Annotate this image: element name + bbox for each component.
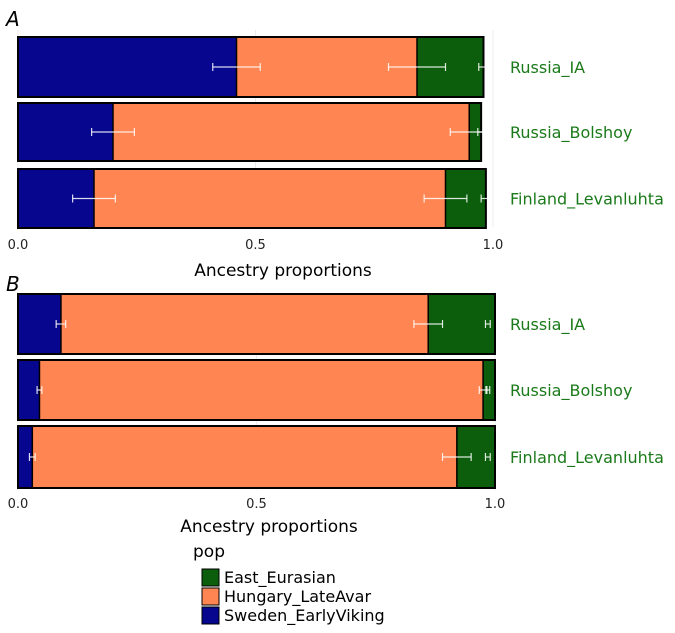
error-bar [413, 320, 444, 328]
legend-item: East_Eurasian [201, 568, 336, 588]
panel-a-category-labels: Russia_IA Russia_Bolshoy Finland_Levanluht… [510, 58, 664, 210]
legend-item: Sweden_EarlyViking [201, 606, 385, 626]
error-bar [387, 63, 447, 71]
x-tick-label: 0.0 [8, 497, 29, 512]
bar-segment-sweden [18, 426, 33, 488]
panel-b-x-ticks: 0.0 0.5 1.0 [8, 497, 506, 512]
category-label: Finland_Levanluhta [510, 190, 664, 210]
bar-segment-hungary [94, 169, 446, 228]
error-bar [423, 194, 468, 203]
error-bar [485, 386, 491, 394]
legend-title: pop [193, 542, 225, 562]
error-bar [28, 453, 36, 461]
bar-segment-hungary [39, 360, 484, 420]
error-bar [91, 128, 135, 136]
x-tick-label: 0.0 [8, 238, 29, 253]
error-bar [484, 320, 491, 328]
legend-swatch [201, 587, 220, 606]
panel-b-x-axis-label: Ancestry proportions [180, 517, 358, 537]
legend-entries: East_EurasianHungary_LateAvarSweden_Earl… [201, 568, 385, 626]
bar-outline [17, 293, 496, 355]
bar-segment-sweden [18, 360, 40, 420]
legend-item: Hungary_LateAvar [201, 587, 371, 607]
bar-segment-hungary [60, 294, 429, 354]
panel-b: B 0.0 0.5 1.0 Russia_IA Russia_Bolshoy Finla… [6, 272, 664, 537]
error-bar [478, 63, 489, 71]
error-bar [484, 453, 491, 461]
bar-segment-sweden [18, 294, 61, 354]
bar-segment-hungary [236, 37, 417, 97]
panel-a-bars [17, 36, 492, 229]
panel-a-x-ticks: 0.0 0.5 1.0 [8, 238, 504, 253]
panel-a: A 0.0 0.5 1.0 Russia_IA Russia_Bolshoy Finla… [4, 7, 664, 281]
error-bar [55, 320, 67, 328]
error-bar [36, 386, 43, 394]
error-bar [441, 453, 472, 461]
error-bar [72, 194, 116, 203]
bar-outline [17, 425, 496, 489]
error-bar [212, 63, 261, 71]
x-tick-label: 0.5 [245, 238, 266, 253]
legend-label: Sweden_EarlyViking [224, 606, 385, 626]
bar-segment-hungary [32, 426, 457, 488]
category-label: Russia_IA [510, 58, 585, 78]
panel-b-label: B [6, 272, 20, 296]
panel-b-category-labels: Russia_IA Russia_Bolshoy Finland_Levanluht… [510, 315, 664, 468]
bar-segment-sweden [18, 37, 237, 97]
bar-outline [17, 359, 496, 421]
panel-b-bars [17, 293, 496, 489]
legend-label: East_Eurasian [224, 568, 336, 588]
x-tick-label: 1.0 [483, 238, 504, 253]
error-bar [480, 194, 492, 203]
bar-segment-hungary [113, 103, 470, 161]
legend-label: Hungary_LateAvar [224, 587, 371, 607]
legend: pop East_EurasianHungary_LateAvarSweden_… [193, 542, 385, 626]
x-tick-label: 1.0 [485, 497, 506, 512]
category-label: Russia_IA [510, 315, 585, 335]
x-tick-label: 0.5 [246, 497, 267, 512]
legend-swatch [201, 606, 220, 625]
panel-a-x-axis-label: Ancestry proportions [194, 261, 372, 281]
error-bar [477, 128, 486, 136]
category-label: Russia_Bolshoy [510, 123, 632, 143]
category-label: Russia_Bolshoy [510, 381, 632, 401]
category-label: Finland_Levanluhta [510, 448, 664, 468]
legend-swatch [201, 568, 220, 587]
panel-a-label: A [4, 7, 20, 31]
